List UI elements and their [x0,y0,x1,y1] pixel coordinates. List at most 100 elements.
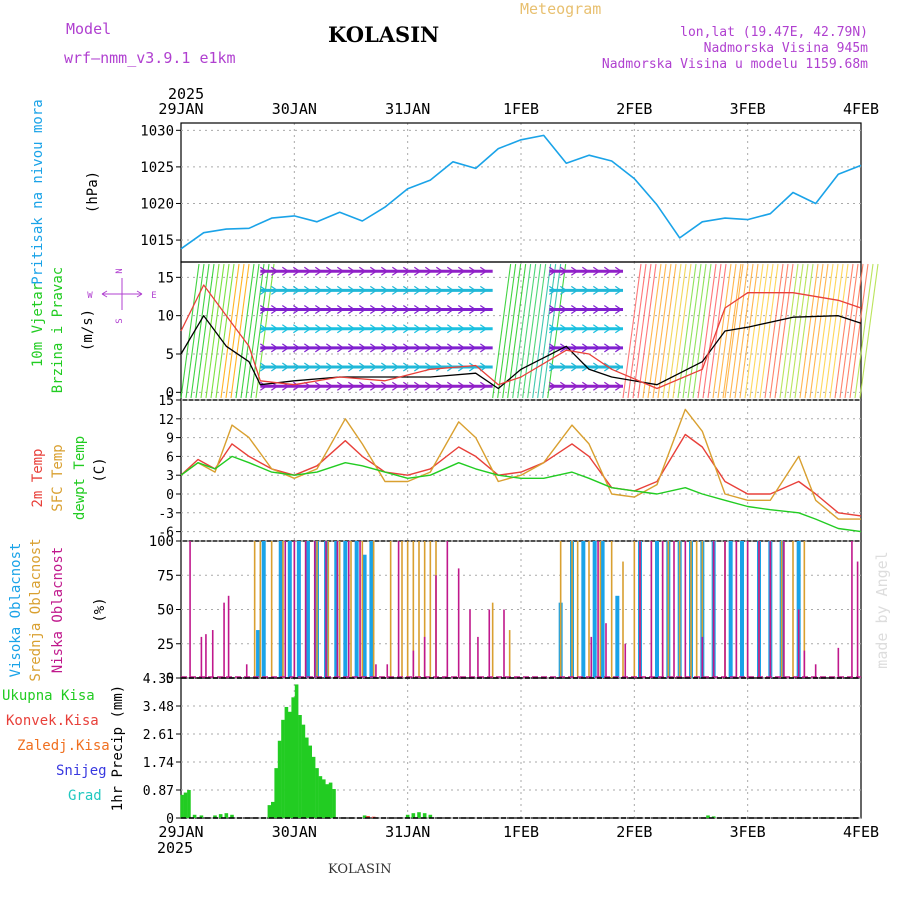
cloud-bar [200,636,203,678]
wind-arrow-head [425,305,432,315]
cloud-bar [296,541,301,678]
wind-arrow-head [469,266,476,276]
wind-arrow-head [615,343,622,353]
ylabel-precip-unit: 1hr Precip (mm) [110,685,126,811]
wind-arrow-head [348,381,355,391]
wind-arrow-head [304,324,311,334]
cloud-bar [592,541,597,678]
wind-hatch [245,263,265,399]
y-tick-label: 1.74 [143,756,174,771]
wind-arrow-head [271,343,278,353]
wind-arrow-head [549,381,556,391]
wind-arrow-head [593,285,600,295]
y-tick-label: 0 [166,671,174,687]
cloud-bar [347,541,350,678]
wind-arrow-head [425,343,432,353]
wind-arrow-head [315,324,322,334]
y-axis-precipitation: 0 0.87 1.74 2.61 3.48 4.35 [143,672,861,827]
y-tick-label: 0 [166,385,174,401]
wind-arrow-head [282,324,289,334]
y-tick-label: 100 [149,534,174,550]
wind-arrow-head [392,305,399,315]
cloud-bar [650,541,653,678]
wind-arrow-head [458,381,465,391]
wind-arrow-head [348,324,355,334]
cloud-bar [469,609,471,678]
wind-hatch [210,263,230,399]
wind-arrow-head [458,343,465,353]
y-tick-label: 25 [157,637,174,653]
cloud-bar [633,541,636,678]
wind-speed_black [180,315,862,390]
wind-arrow-head [414,343,421,353]
wind-hatch [180,263,200,399]
cloud-bar [293,541,296,678]
wind-arrow-head [615,362,622,372]
wind-hatch [784,263,804,399]
wind-hatch [527,263,547,399]
wind-hatch [769,263,789,399]
ylabel-cloud-2: Srednja Oblacnost [28,538,44,681]
wind-hatch [682,263,702,399]
precip-bar [428,814,433,818]
wind-arrow-head [480,285,487,295]
cloud-bar [256,630,261,678]
cloud-bar [313,541,316,678]
wind-arrow-head [414,266,421,276]
precip-legend-item: Grad [68,788,102,804]
wind-arrow-head [260,266,267,276]
wind-arrow-head [593,305,600,315]
cloud-bar [488,609,491,678]
wind-arrow-head [593,266,600,276]
y-tick-label: 6 [166,450,174,465]
y-tick-label: 3 [166,469,174,484]
wind-arrow-head [282,343,289,353]
panel-frame [180,399,862,542]
precip-bar [274,768,278,818]
cloud-bar [327,541,330,678]
wind-arrow-head [271,266,278,276]
wind-arrow-head [293,266,300,276]
wind-arrow-head [469,362,476,372]
precip-bar [277,740,282,818]
y-tick-label: 1020 [140,196,174,212]
wind-arrow-head [315,343,322,353]
cloud-bar [446,541,449,678]
wind-arrow-head [293,305,300,315]
wind-arrow-head [337,305,344,315]
wind-hatch [215,263,235,399]
wind-hatch [702,263,722,399]
precip-bar [332,789,336,818]
wind-arrow-head [560,305,567,315]
wind-arrow-head [348,266,355,276]
page-title: KOLASIN [328,22,440,47]
x-tick-label-bottom: 1FEB [503,823,539,841]
cloud-bar [599,541,602,678]
precip-bar [291,697,295,818]
precip-bar [199,815,204,818]
cloud-bar [205,634,207,678]
wind-arrow-head [469,305,476,315]
cloud-bar [624,643,627,678]
wind-hatch [809,263,829,399]
compass-n: N [115,268,125,273]
wind-arrow-head [469,381,476,391]
x-tick-label-top: 29JAN [158,100,203,118]
cloud-bar [418,541,420,678]
y-tick-label: 75 [157,568,174,584]
cloud-bar [814,664,817,678]
wind-hatch [667,263,687,399]
precip-bar [288,711,292,818]
wind-hatch [722,263,742,399]
precip-legend-item: Snijeg [56,763,107,779]
wind-hatch [824,263,844,399]
precip-bar [711,816,716,818]
wind-arrow-head [582,266,589,276]
wind-arrow-head [425,266,432,276]
cloud-bar [639,541,641,678]
precip-bar [315,768,319,818]
wind-hatch [497,263,517,399]
wind-arrow-head [381,381,388,391]
wind-hatch [200,263,220,399]
wind-hatch [507,263,527,399]
